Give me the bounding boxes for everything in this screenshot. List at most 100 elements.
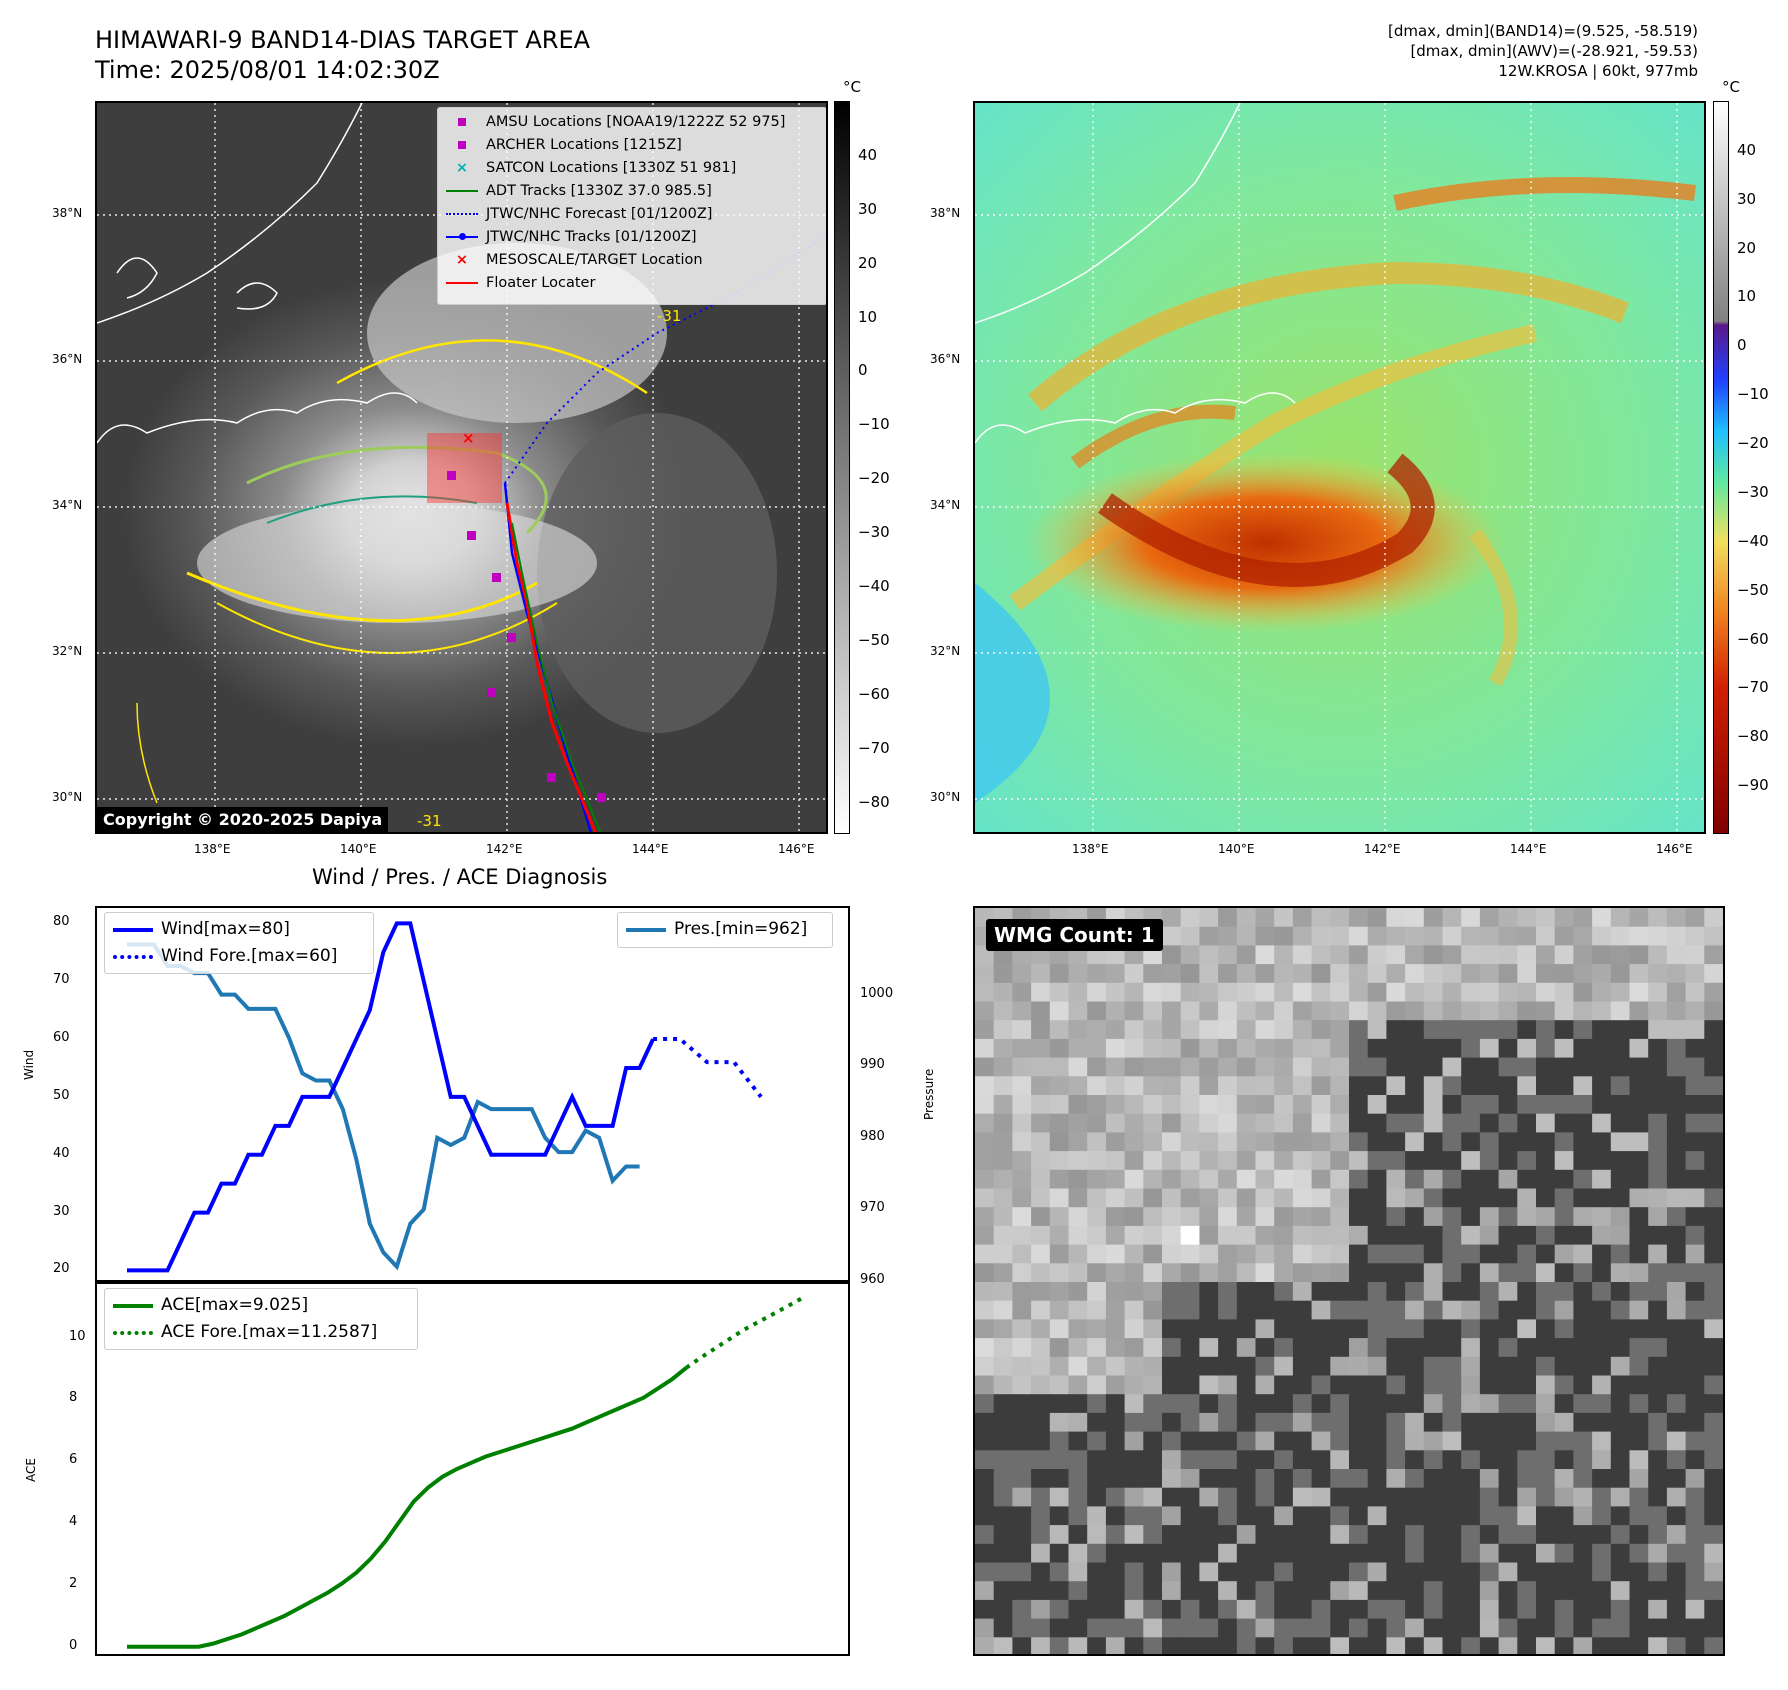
lat-tick: 34°N [52, 498, 83, 512]
square-marker-icon [446, 115, 478, 129]
contour-label-2: -31 [657, 307, 682, 325]
legend-pressure: Pres.[min=962] [626, 919, 807, 939]
awv-colorbar-tick: −30 [1737, 482, 1769, 501]
ace-ytick: 6 [69, 1452, 78, 1468]
ir-colorbar-tick: 40 [858, 145, 878, 164]
ir-colorbar-tick: 10 [858, 307, 878, 326]
wmg-grid-image [975, 908, 1723, 1654]
awv-colorbar-tick: −40 [1737, 531, 1769, 550]
wind-ytick: 50 [53, 1087, 70, 1103]
awv-colorbar-tick: −20 [1737, 434, 1769, 453]
ir-colorbar-tick: 30 [858, 199, 878, 218]
ir-colorbar-tick: −50 [858, 630, 890, 649]
legend-adt: ADT Tracks [1330Z 37.0 985.5] [446, 183, 712, 199]
pressure-ytick: 990 [860, 1057, 885, 1073]
pressure-ytick: 1000 [860, 985, 894, 1001]
ace-forecast-line [685, 1296, 802, 1370]
lon-tick: 144°E [1510, 842, 1547, 856]
ir-colorbar-tick: −80 [858, 792, 890, 811]
awv-colorbar-tick: −60 [1737, 629, 1769, 648]
figure-timestamp: Time: 2025/08/01 14:02:30Z [95, 56, 440, 84]
lon-tick: 146°E [1656, 842, 1693, 856]
wmg-panel: WMG Count: 1 [973, 906, 1725, 1656]
lat-tick: 36°N [930, 352, 961, 366]
legend-wind-forecast: Wind Fore.[max=60] [113, 946, 337, 966]
ir-colorbar-tick: −10 [858, 415, 890, 434]
awv-colorbar-tick: −90 [1737, 776, 1769, 795]
contour-label: -31 [417, 812, 442, 830]
lat-tick: 36°N [52, 352, 83, 366]
awv-colorbar-tick: −50 [1737, 580, 1769, 599]
solid-line-icon [113, 1298, 153, 1312]
ir-colorbar-tick: −20 [858, 469, 890, 488]
awv-colorbar-tick: 10 [1737, 287, 1757, 306]
pressure-ylabel: Pressure [922, 1068, 936, 1120]
ace-ytick: 4 [69, 1514, 78, 1530]
wind-ytick: 20 [53, 1261, 70, 1277]
ir-colorbar-tick: −40 [858, 577, 890, 596]
legend-floater: Floater Locater [446, 275, 595, 291]
awv-map-panel [973, 101, 1706, 834]
legend-amsu: AMSU Locations [NOAA19/1222Z 52 975] [446, 114, 785, 130]
figure-title: HIMAWARI-9 BAND14-DIAS TARGET AREA [95, 26, 591, 54]
ace-ytick: 0 [69, 1637, 78, 1653]
ace-plot [95, 1282, 850, 1656]
lat-tick: 30°N [930, 790, 961, 804]
wmg-count-badge: WMG Count: 1 [986, 919, 1163, 951]
dotted-line-icon [446, 207, 478, 221]
lon-tick: 142°E [486, 842, 523, 856]
ir-colorbar-tick: −70 [858, 738, 890, 757]
lat-tick: 32°N [930, 644, 961, 658]
lon-tick: 138°E [1072, 842, 1109, 856]
ace-legend: ACE[max=9.025] ACE Fore.[max=11.2587] [104, 1288, 418, 1350]
wind-ytick: 70 [53, 972, 70, 988]
lat-tick: 30°N [52, 790, 83, 804]
storm-info: 12W.KROSA | 60kt, 977mb [1498, 62, 1698, 80]
legend-ace: ACE[max=9.025] [113, 1295, 308, 1315]
lat-tick: 32°N [52, 644, 83, 658]
lon-tick: 146°E [778, 842, 815, 856]
square-marker-icon [446, 138, 478, 152]
ace-ytick: 2 [69, 1575, 78, 1591]
legend-satcon: × SATCON Locations [1330Z 51 981] [446, 160, 736, 176]
wind-ytick: 80 [53, 914, 70, 930]
ir-colorbar-tick: −30 [858, 523, 890, 542]
ir-colorbar-tick: 20 [858, 253, 878, 272]
pressure-ytick: 980 [860, 1128, 885, 1144]
lat-tick: 34°N [930, 498, 961, 512]
awv-colorbar-tick: 40 [1737, 140, 1757, 159]
ace-line [127, 1366, 688, 1649]
dmax-band14-info: [dmax, dmin](BAND14)=(9.525, -58.519) [1387, 22, 1698, 40]
legend-ace-forecast: ACE Fore.[max=11.2587] [113, 1322, 377, 1342]
ir-colorbar-tick: −60 [858, 684, 890, 703]
lon-tick: 144°E [632, 842, 669, 856]
wind-line [127, 921, 655, 1273]
pressure-legend: Pres.[min=962] [617, 912, 833, 948]
dmax-awv-info: [dmax, dmin](AWV)=(-28.921, -59.53) [1410, 42, 1698, 60]
dotted-line-icon [113, 949, 153, 963]
lat-tick: 38°N [52, 206, 83, 220]
ace-ylabel: ACE [24, 1458, 38, 1482]
lat-tick: 38°N [930, 206, 961, 220]
wind-forecast-line [653, 1037, 763, 1099]
dotted-line-icon [113, 1325, 153, 1339]
lon-tick: 140°E [340, 842, 377, 856]
awv-colorbar-tick: 20 [1737, 238, 1757, 257]
solid-line-icon [626, 922, 666, 936]
lon-tick: 142°E [1364, 842, 1401, 856]
copyright-badge: Copyright © 2020-2025 Dapiya [97, 807, 389, 832]
ace-chart [95, 1282, 850, 1656]
wind-legend: Wind[max=80] Wind Fore.[max=60] [104, 912, 374, 974]
map-legend: AMSU Locations [NOAA19/1222Z 52 975] ARC… [437, 107, 826, 305]
pressure-line [127, 942, 640, 1271]
ir-colorbar-tick: 0 [858, 361, 868, 380]
awv-satellite-image [975, 103, 1704, 832]
awv-colorbar-tick: 0 [1737, 336, 1747, 355]
wind-ytick: 40 [53, 1145, 70, 1161]
awv-colorbar-tick: −80 [1737, 727, 1769, 746]
awv-colorbar-unit: °C [1722, 78, 1740, 96]
legend-jtwc-tracks: JTWC/NHC Tracks [01/1200Z] [446, 229, 697, 245]
svg-text:×: × [462, 429, 475, 447]
legend-target: × MESOSCALE/TARGET Location [446, 252, 703, 268]
ir-map-panel: × -31 -31 AMSU Locations [NOAA19/1222Z 5… [95, 101, 828, 834]
